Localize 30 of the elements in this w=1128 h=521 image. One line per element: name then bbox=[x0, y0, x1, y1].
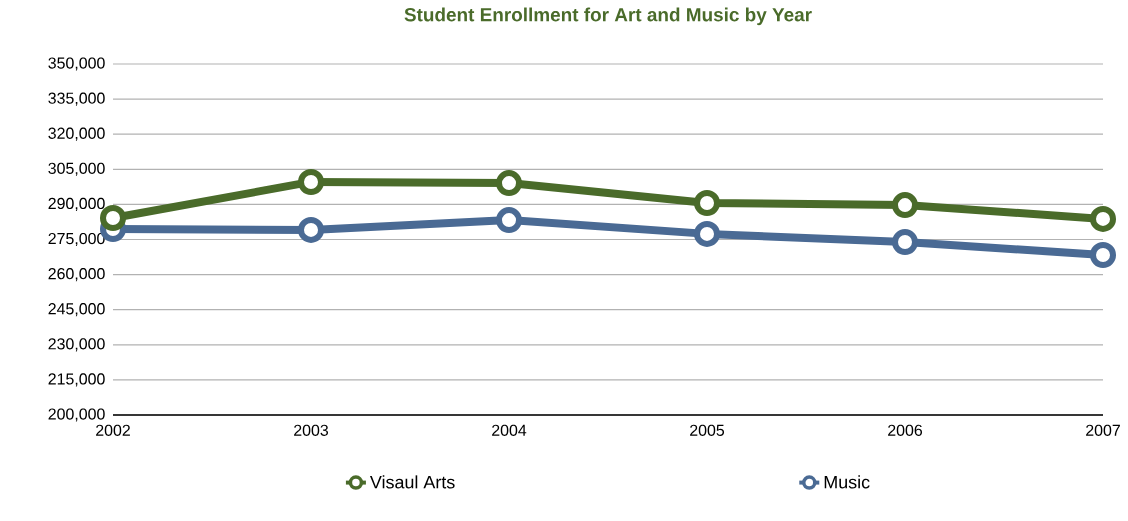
x-tick-label: 2002 bbox=[96, 424, 130, 436]
y-tick-label: 215,000 bbox=[48, 373, 105, 387]
y-tick-label: 200,000 bbox=[48, 408, 105, 422]
y-tick-label: 260,000 bbox=[48, 268, 105, 282]
x-tick-label: 2006 bbox=[888, 424, 923, 436]
y-tick-label: 335,000 bbox=[48, 92, 105, 106]
y-tick-label: 290,000 bbox=[48, 197, 105, 211]
point bbox=[298, 216, 324, 243]
y-tick-label: 275,000 bbox=[48, 232, 105, 247]
chart-title: Student Enrollment for Art and Music by Year bbox=[404, 7, 812, 26]
x-tick-label: 2007 bbox=[1086, 424, 1120, 436]
y-tick-label: 305,000 bbox=[48, 162, 105, 176]
point bbox=[694, 189, 720, 216]
point bbox=[1090, 205, 1117, 232]
legend-label: Music bbox=[824, 475, 870, 489]
point bbox=[892, 229, 918, 256]
x-tick-label: 2004 bbox=[492, 424, 527, 436]
y-tick-label: 230,000 bbox=[48, 338, 105, 352]
y-tick-label: 245,000 bbox=[48, 303, 105, 317]
y-tick-label: 320,000 bbox=[48, 127, 105, 141]
point bbox=[1090, 241, 1117, 268]
x-tick-label: 2005 bbox=[690, 424, 725, 436]
point bbox=[298, 168, 324, 195]
point bbox=[496, 207, 522, 234]
point bbox=[694, 220, 720, 247]
x-tick-label: 2003 bbox=[294, 424, 329, 436]
point bbox=[892, 192, 918, 219]
y-tick-label: 350,000 bbox=[48, 57, 105, 71]
legend-label: Visaul Arts bbox=[369, 475, 455, 489]
point bbox=[496, 170, 522, 197]
